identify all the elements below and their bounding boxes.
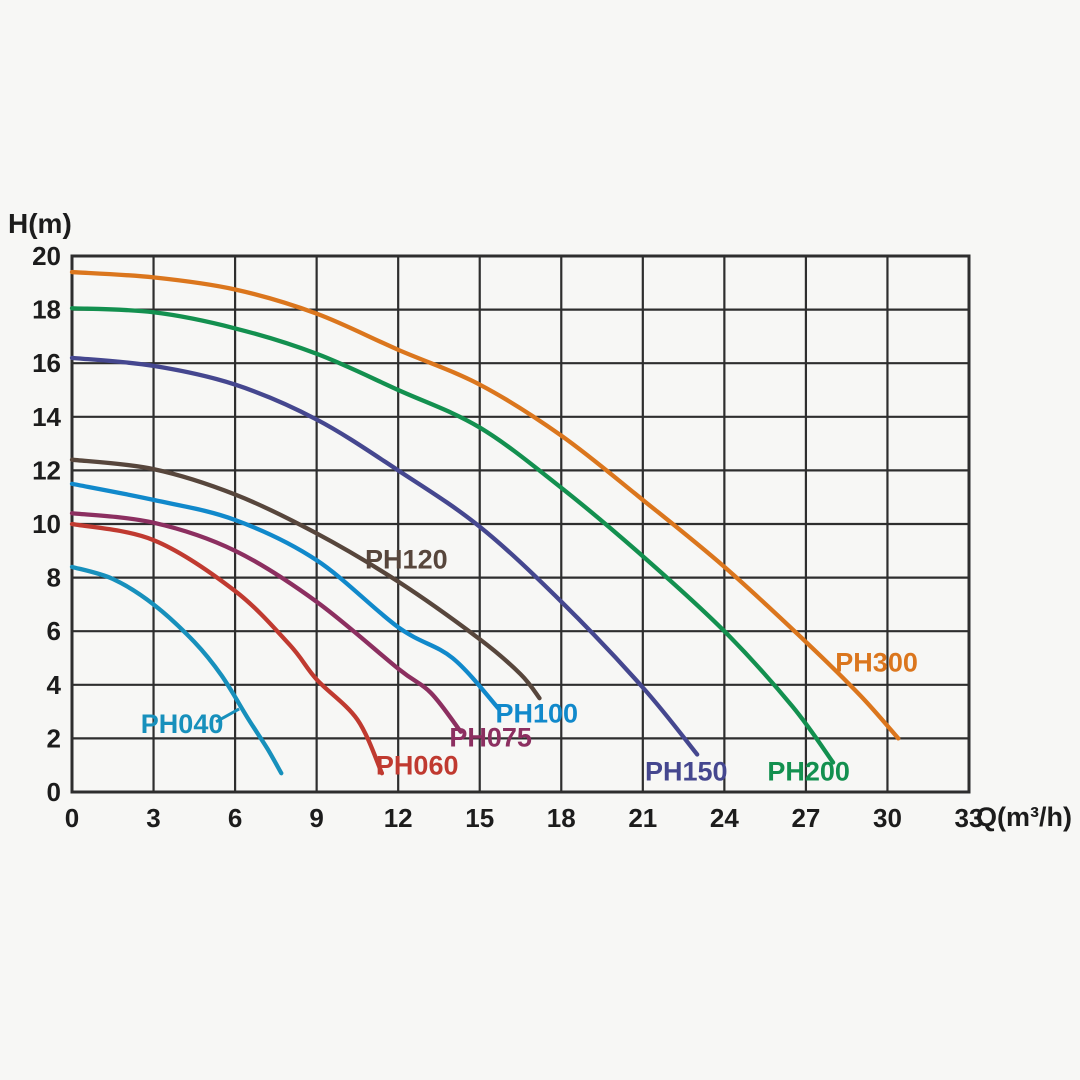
curve-label-PH075: PH075 xyxy=(449,723,532,753)
x-tick-label: 21 xyxy=(628,803,657,833)
curve-label-PH150: PH150 xyxy=(645,757,728,787)
y-tick-label: 20 xyxy=(32,241,61,271)
x-tick-label: 3 xyxy=(146,803,160,833)
x-tick-label: 30 xyxy=(873,803,902,833)
curve-PH150 xyxy=(69,355,700,757)
y-axis-title: H(m) xyxy=(8,208,72,239)
x-tick-label: 15 xyxy=(465,803,494,833)
x-tick-label: 27 xyxy=(791,803,820,833)
curve-PH075 xyxy=(69,511,463,734)
y-tick-label: 18 xyxy=(32,295,61,325)
y-tick-label: 16 xyxy=(32,348,61,378)
curve-PH060 xyxy=(69,521,385,776)
x-tick-label: 9 xyxy=(309,803,323,833)
curve-PH120 xyxy=(69,457,542,701)
y-tick-label: 8 xyxy=(47,563,61,593)
curve-label-PH040: PH040 xyxy=(141,709,224,739)
x-tick-label: 12 xyxy=(384,803,413,833)
curve-PH200 xyxy=(69,306,836,765)
curve-label-PH200: PH200 xyxy=(767,757,850,787)
x-tick-label: 0 xyxy=(65,803,79,833)
y-tick-label: 12 xyxy=(32,455,61,485)
x-tick-label: 6 xyxy=(228,803,242,833)
x-tick-label: 33 xyxy=(955,803,984,833)
curve-PH100 xyxy=(69,481,501,712)
x-axis-title: Q(m³/h) xyxy=(976,802,1072,832)
curve-label-PH120: PH120 xyxy=(365,544,448,574)
y-tick-label: 0 xyxy=(47,777,61,807)
y-tick-label: 6 xyxy=(47,616,61,646)
curve-label-PH060: PH060 xyxy=(376,751,459,781)
curve-PH040 xyxy=(69,564,284,776)
curve-label-PH300: PH300 xyxy=(835,648,918,678)
y-tick-label: 4 xyxy=(47,670,62,700)
y-tick-label: 10 xyxy=(32,509,61,539)
curve-label-leader-PH040 xyxy=(215,707,240,724)
y-tick-label: 2 xyxy=(47,723,61,753)
curve-label-PH100: PH100 xyxy=(496,698,579,728)
x-tick-label: 18 xyxy=(547,803,576,833)
curve-PH300 xyxy=(69,269,901,741)
y-tick-label: 14 xyxy=(32,402,61,432)
x-tick-label: 24 xyxy=(710,803,739,833)
